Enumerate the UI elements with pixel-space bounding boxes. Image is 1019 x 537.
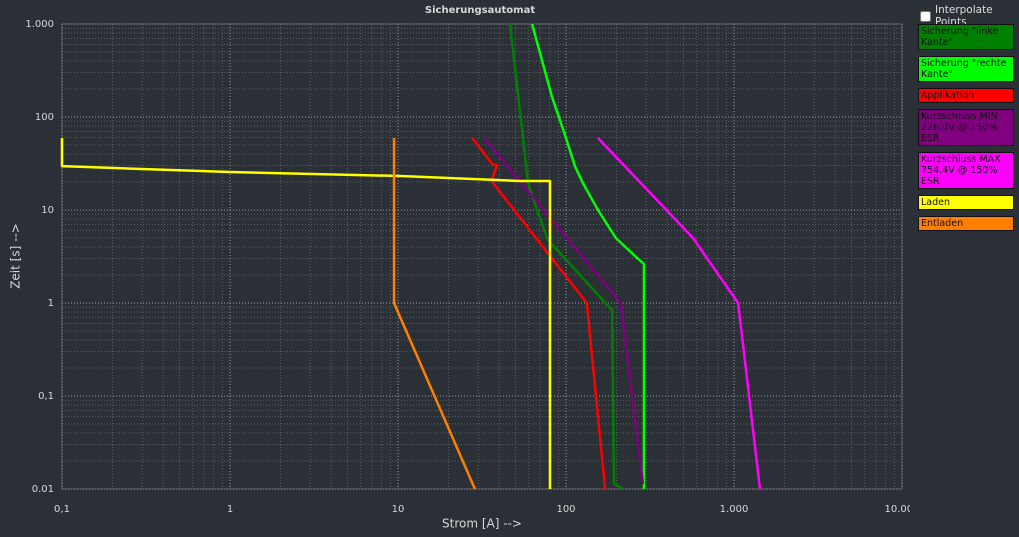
x-tick-label: 10 xyxy=(392,504,405,515)
legend-item: Applikation xyxy=(918,88,1014,103)
x-tick-label: 100 xyxy=(556,504,575,515)
chart-title: Sicherungsautomat xyxy=(425,5,535,16)
legend-item: Entladen xyxy=(918,216,1014,231)
x-tick-label: 1 xyxy=(227,504,233,515)
series-line xyxy=(483,137,645,485)
x-tick-label: 10.000 xyxy=(885,504,911,515)
x-axis-label: Strom [A] --> xyxy=(442,517,522,531)
y-tick-label: 10 xyxy=(41,205,54,216)
y-tick-label: 1.000 xyxy=(25,19,54,30)
y-tick-label: 1 xyxy=(48,298,54,309)
legend-item: Kurzschluss MAX 754.4V @ 150% ESR xyxy=(918,152,1014,189)
checkbox[interactable] xyxy=(920,10,931,22)
legend: Sicherung "linke Kante" Sicherung "rechte… xyxy=(918,24,1014,237)
series-line xyxy=(471,137,607,490)
x-tick-label: 0,1 xyxy=(54,504,70,515)
chart: Sicherungsautomat Strom [A] --> Zeit [s]… xyxy=(9,5,911,531)
series-line xyxy=(60,137,552,489)
series-line xyxy=(530,23,646,489)
y-tick-label: 0,1 xyxy=(38,391,54,402)
legend-item: Sicherung "rechte Kante" xyxy=(918,56,1014,82)
series-line xyxy=(508,23,625,491)
y-axis-label: Zeit [s] --> xyxy=(9,223,23,289)
legend-item: Laden xyxy=(918,195,1014,210)
legend-item: Kurzschluss MIN 226.0V @ 150% ESR xyxy=(918,109,1014,146)
y-tick-label: 100 xyxy=(35,112,54,123)
series-line xyxy=(597,137,762,490)
legend-item: Sicherung "linke Kante" xyxy=(918,24,1014,50)
x-tick-label: 1.000 xyxy=(720,504,749,515)
plot-frame xyxy=(61,23,903,490)
y-tick-label: 0.01 xyxy=(32,484,54,495)
series-line xyxy=(392,137,477,490)
